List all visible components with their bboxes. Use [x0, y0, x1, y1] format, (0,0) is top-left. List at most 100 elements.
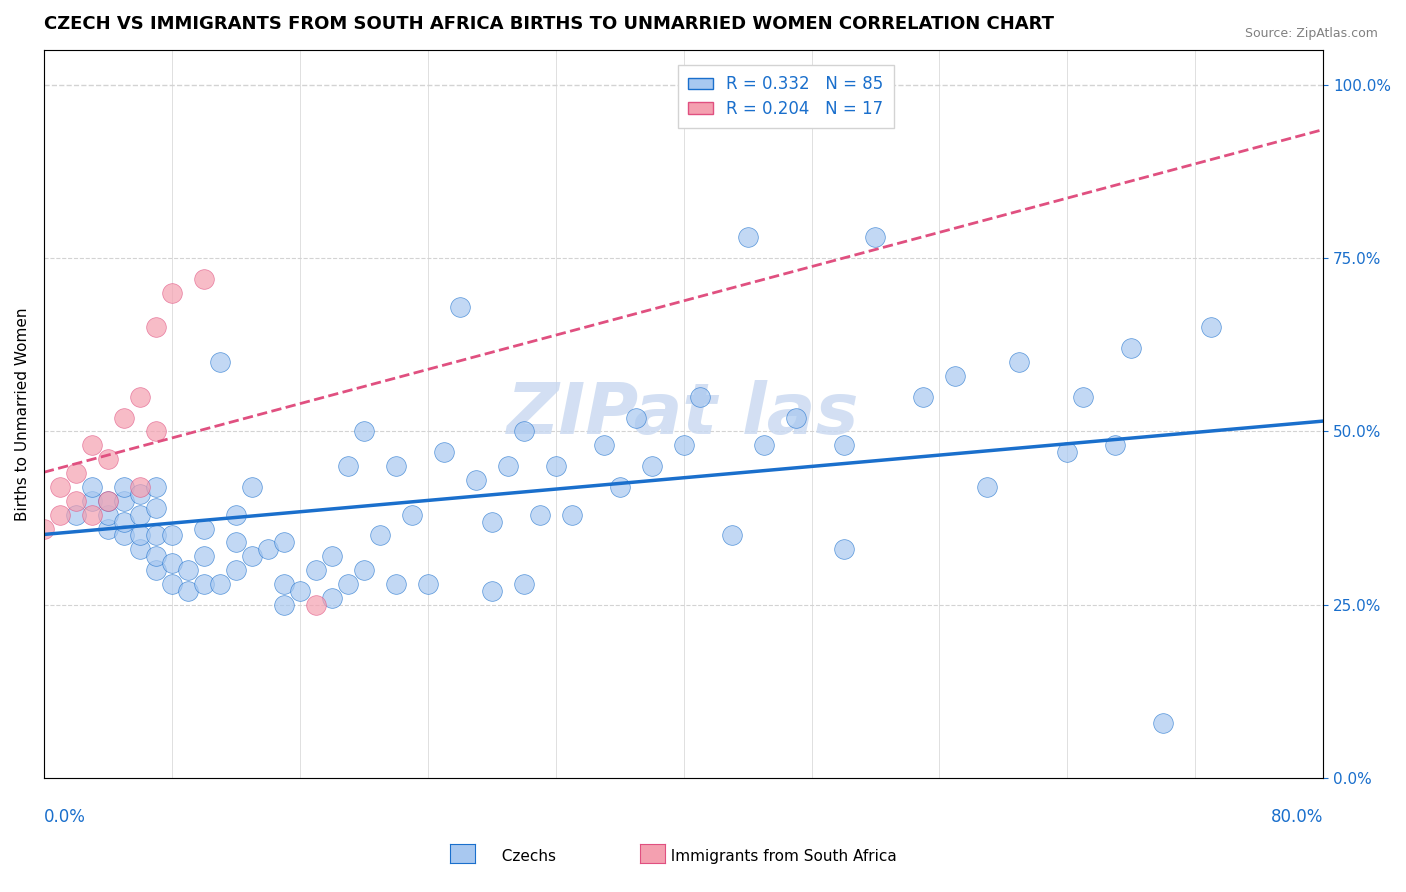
Point — [240, 549, 263, 564]
Point — [225, 563, 247, 577]
Point — [208, 577, 231, 591]
Point — [865, 230, 887, 244]
Point — [832, 542, 855, 557]
Point — [145, 528, 167, 542]
Point — [464, 473, 486, 487]
Text: 0.0%: 0.0% — [44, 808, 86, 826]
Point — [1201, 320, 1223, 334]
Point — [305, 598, 328, 612]
Point — [1073, 390, 1095, 404]
Text: CZECH VS IMMIGRANTS FROM SOUTH AFRICA BIRTHS TO UNMARRIED WOMEN CORRELATION CHAR: CZECH VS IMMIGRANTS FROM SOUTH AFRICA BI… — [44, 15, 1054, 33]
Point — [80, 438, 103, 452]
Point — [256, 542, 278, 557]
Point — [112, 480, 135, 494]
Point — [128, 390, 150, 404]
Point — [912, 390, 935, 404]
Point — [145, 563, 167, 577]
Legend: R = 0.332   N = 85, R = 0.204   N = 17: R = 0.332 N = 85, R = 0.204 N = 17 — [678, 65, 894, 128]
Point — [160, 577, 183, 591]
Point — [336, 459, 359, 474]
Point — [128, 542, 150, 557]
Point — [449, 300, 471, 314]
Point — [384, 459, 406, 474]
Point — [1056, 445, 1078, 459]
Point — [80, 480, 103, 494]
Point — [976, 480, 998, 494]
Point — [1104, 438, 1126, 452]
Point — [481, 584, 503, 599]
Point — [49, 480, 72, 494]
Point — [32, 522, 55, 536]
Point — [193, 577, 215, 591]
Point — [353, 563, 375, 577]
Point — [288, 584, 311, 599]
Point — [752, 438, 775, 452]
Point — [145, 500, 167, 515]
Point — [177, 584, 200, 599]
Point — [97, 493, 120, 508]
Point — [832, 438, 855, 452]
Point — [512, 577, 534, 591]
Point — [128, 508, 150, 522]
Point — [321, 591, 343, 605]
Point — [145, 320, 167, 334]
Point — [945, 368, 967, 383]
Point — [145, 549, 167, 564]
Point — [321, 549, 343, 564]
Point — [240, 480, 263, 494]
Point — [225, 535, 247, 549]
Point — [65, 466, 87, 480]
Point — [112, 528, 135, 542]
Point — [273, 577, 295, 591]
Point — [640, 459, 662, 474]
Point — [208, 355, 231, 369]
Point — [1121, 341, 1143, 355]
Point — [112, 410, 135, 425]
Point — [65, 508, 87, 522]
Point — [481, 515, 503, 529]
Point — [97, 452, 120, 467]
Point — [609, 480, 631, 494]
Point — [561, 508, 583, 522]
Point — [496, 459, 519, 474]
Point — [273, 598, 295, 612]
Point — [160, 528, 183, 542]
Point — [193, 549, 215, 564]
Point — [160, 285, 183, 300]
Point — [737, 230, 759, 244]
Point — [336, 577, 359, 591]
Point — [401, 508, 423, 522]
Point — [1152, 715, 1174, 730]
Point — [160, 556, 183, 570]
Point — [225, 508, 247, 522]
Point — [672, 438, 695, 452]
Point — [544, 459, 567, 474]
Point — [689, 390, 711, 404]
Point — [624, 410, 647, 425]
Point — [128, 528, 150, 542]
Point — [416, 577, 439, 591]
Text: 80.0%: 80.0% — [1271, 808, 1323, 826]
Point — [193, 522, 215, 536]
Text: ZIPat las: ZIPat las — [508, 380, 860, 449]
Point — [80, 508, 103, 522]
Text: Czechs: Czechs — [492, 849, 557, 863]
Point — [112, 515, 135, 529]
Point — [112, 493, 135, 508]
Point — [145, 425, 167, 439]
Point — [353, 425, 375, 439]
Point — [592, 438, 614, 452]
Point — [433, 445, 456, 459]
Point — [145, 480, 167, 494]
Y-axis label: Births to Unmarried Women: Births to Unmarried Women — [15, 308, 30, 521]
Point — [384, 577, 406, 591]
Point — [49, 508, 72, 522]
Point — [1008, 355, 1031, 369]
Point — [193, 272, 215, 286]
Point — [512, 425, 534, 439]
Point — [97, 522, 120, 536]
Point — [177, 563, 200, 577]
Point — [80, 493, 103, 508]
Point — [720, 528, 742, 542]
Text: Immigrants from South Africa: Immigrants from South Africa — [661, 849, 897, 863]
